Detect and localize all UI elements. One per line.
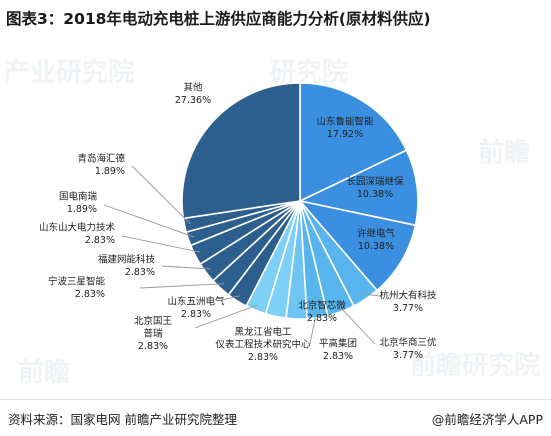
slice-value-label: 2.83%	[181, 309, 211, 320]
slice-value-label: 2.83%	[323, 351, 353, 362]
leader-line	[221, 295, 241, 301]
slice-value-label: 10.38%	[358, 241, 394, 252]
slice-value-label: 2.83%	[125, 267, 155, 278]
slice-name-label: 山东鲁能智能	[316, 115, 374, 127]
slice-labels: 山东鲁能智能 17.92% 长园深瑞继保 10.38% 许继电气 10.38% 杭州大有科技…	[39, 81, 437, 363]
slice-value-label: 17.92%	[327, 129, 363, 140]
slice-value-label: 27.36%	[175, 95, 211, 106]
slice-name-label: 长园深瑞继保	[346, 175, 404, 187]
leader-line	[131, 165, 191, 225]
slice-value-label: 3.77%	[393, 350, 423, 361]
slice-value-label: 10.38%	[357, 189, 393, 200]
slice-name-label: 宁波三星智能	[48, 275, 106, 287]
slice-name-label: 北京智芯微	[298, 299, 346, 311]
slice-value-label: 2.83%	[75, 289, 105, 300]
leader-line	[338, 305, 376, 345]
slice-value-label: 1.89%	[67, 204, 97, 215]
leader-line	[121, 235, 201, 253]
slice-value-label: 3.77%	[393, 303, 423, 314]
slice-name-label: 黑龙江省电工	[234, 326, 292, 338]
pie-slice	[181, 82, 301, 220]
pie-slice	[297, 199, 417, 292]
slice-value-label: 2.83%	[138, 341, 168, 352]
slice-name-label: 其他	[183, 81, 203, 93]
leader-line	[309, 311, 318, 345]
slice-name-label: 山东山大电力技术	[39, 221, 116, 233]
leader-line	[161, 265, 212, 270]
leader-line	[362, 293, 381, 297]
slice-name-label: 福建网能科技	[98, 253, 156, 265]
slice-value-label: 1.89%	[95, 166, 125, 177]
slice-name-label: 山东五洲电气	[167, 295, 225, 307]
slice-name-label: 平高集团	[319, 337, 357, 349]
slice-name-label: 青岛海汇德	[77, 152, 125, 164]
slice-value-label: 2.83%	[248, 352, 278, 363]
source-note: 资料来源：国家电网 前瞻产业研究院整理	[8, 412, 237, 427]
slice-value-label: 2.83%	[307, 313, 337, 324]
slice-name-label: 普瑞	[143, 328, 163, 340]
slice-name-label: 仪表工程技术研究中心	[215, 339, 311, 351]
pie-slices	[181, 82, 419, 320]
slice-name-label: 国电南瑞	[59, 190, 98, 202]
leader-line	[139, 283, 225, 289]
leader-line	[194, 304, 259, 329]
slice-name-label: 许继电气	[357, 227, 396, 239]
slice-name-label: 杭州大有科技	[379, 289, 437, 301]
slice-value-label: 2.83%	[85, 235, 115, 246]
slice-name-label: 北京国王	[134, 315, 173, 327]
leader-line	[103, 204, 195, 238]
pie-chart: 山东鲁能智能 17.92% 长园深瑞继保 10.38% 许继电气 10.38% 杭州大有科技…	[39, 81, 437, 363]
brand-label: @前瞻经济学人APP	[431, 412, 543, 427]
chart-title: 图表3：2018年电动充电桩上游供应商能力分析(原材料供应)	[6, 10, 431, 28]
slice-name-label: 北京华商三优	[379, 336, 437, 348]
footer: 资料来源：国家电网 前瞻产业研究院整理 @前瞻经济学人APP	[0, 399, 551, 436]
pie-slice	[299, 82, 408, 203]
leader-lines	[103, 165, 381, 345]
